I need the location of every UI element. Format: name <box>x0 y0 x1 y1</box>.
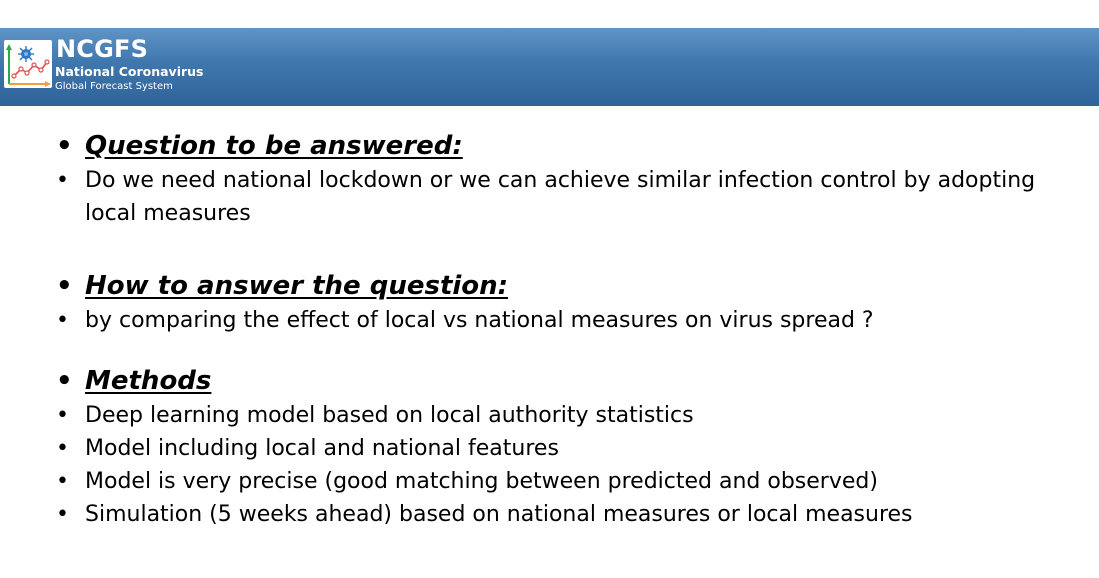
slide-content: Question to be answered: Do we need nati… <box>56 128 1056 531</box>
bullet-item: Do we need national lockdown or we can a… <box>56 164 1056 230</box>
bullet-item: by comparing the effect of local vs nati… <box>56 304 1056 337</box>
virus-chart-logo-icon <box>4 40 52 88</box>
section-heading-question: Question to be answered: <box>56 128 1056 164</box>
brand-title: NCGFS <box>56 35 149 63</box>
bullet-item: Model including local and national featu… <box>56 432 1056 465</box>
section-heading-methods: Methods <box>56 363 1056 399</box>
header-banner: NCGFS National Coronavirus Global Foreca… <box>0 28 1099 106</box>
bullet-item: Simulation (5 weeks ahead) based on nati… <box>56 498 1056 531</box>
brand-subtitle: National Coronavirus <box>55 64 204 79</box>
section-heading-how: How to answer the question: <box>56 268 1056 304</box>
bullet-item: Model is very precise (good matching bet… <box>56 465 1056 498</box>
bullet-item: Deep learning model based on local autho… <box>56 399 1056 432</box>
brand-tagline: Global Forecast System <box>55 81 173 92</box>
